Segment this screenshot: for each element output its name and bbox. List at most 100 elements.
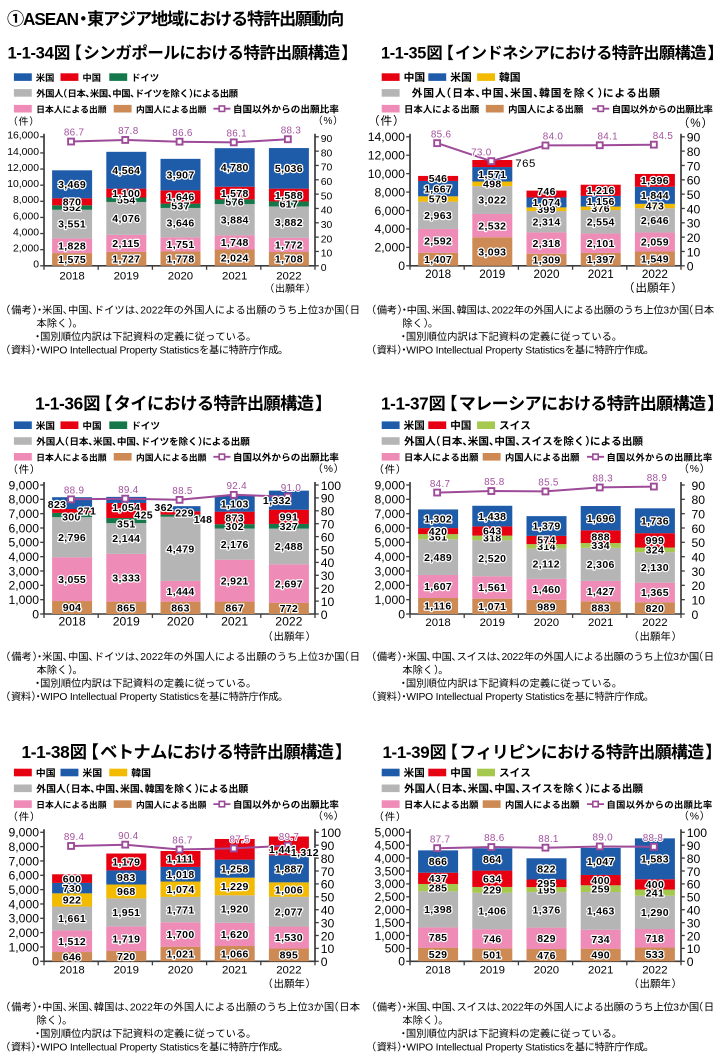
svg-text:60: 60 xyxy=(687,878,701,892)
svg-text:2020: 2020 xyxy=(168,965,193,977)
svg-text:2020: 2020 xyxy=(534,268,561,281)
svg-text:2019: 2019 xyxy=(480,617,505,629)
svg-text:148: 148 xyxy=(194,514,213,526)
svg-text:1,229: 1,229 xyxy=(221,881,249,893)
svg-text:3,093: 3,093 xyxy=(478,246,506,258)
svg-text:50: 50 xyxy=(692,536,706,550)
svg-text:89.7: 89.7 xyxy=(279,832,299,843)
svg-text:1,500: 1,500 xyxy=(375,916,406,930)
svg-text:89.0: 89.0 xyxy=(593,833,614,844)
svg-text:2021: 2021 xyxy=(588,965,613,977)
svg-text:324: 324 xyxy=(646,545,665,557)
svg-text:0: 0 xyxy=(32,607,39,621)
svg-text:3,333: 3,333 xyxy=(112,572,140,584)
svg-text:1,258: 1,258 xyxy=(221,863,249,875)
svg-text:5,000: 5,000 xyxy=(9,536,40,550)
svg-text:%: % xyxy=(690,117,700,130)
svg-text:3,055: 3,055 xyxy=(58,574,86,586)
svg-text:8,000: 8,000 xyxy=(9,493,40,507)
svg-text:867: 867 xyxy=(225,603,244,615)
svg-text:437: 437 xyxy=(429,873,448,885)
svg-text:6,000: 6,000 xyxy=(375,521,406,535)
svg-text:7,000: 7,000 xyxy=(9,507,40,521)
svg-text:12,000: 12,000 xyxy=(368,149,405,163)
svg-text:1,772: 1,772 xyxy=(275,240,303,252)
svg-text:9,000: 9,000 xyxy=(9,826,40,840)
svg-text:WIPO Intellectual Property Sta: WIPO Intellectual Property Statistics xyxy=(41,692,200,703)
svg-text:6,000: 6,000 xyxy=(9,521,40,535)
svg-text:2022: 2022 xyxy=(642,268,668,281)
svg-text:2019: 2019 xyxy=(114,965,139,977)
svg-text:30: 30 xyxy=(687,916,701,930)
svg-text:300: 300 xyxy=(62,511,81,523)
svg-text:2,000: 2,000 xyxy=(13,244,39,255)
svg-text:822: 822 xyxy=(537,864,556,876)
svg-text:2022: 2022 xyxy=(502,1003,524,1014)
svg-text:259: 259 xyxy=(591,883,610,895)
svg-text:1,887: 1,887 xyxy=(275,864,303,876)
svg-text:1,021: 1,021 xyxy=(167,949,195,961)
svg-text:2,024: 2,024 xyxy=(221,252,249,264)
svg-text:9,000: 9,000 xyxy=(9,478,40,492)
svg-text:2020: 2020 xyxy=(534,617,559,629)
svg-text:50: 50 xyxy=(687,188,701,202)
svg-text:1,620: 1,620 xyxy=(221,929,249,941)
svg-text:70: 70 xyxy=(692,508,706,522)
svg-text:529: 529 xyxy=(429,949,448,961)
svg-text:2,000: 2,000 xyxy=(9,926,40,940)
svg-text:%: % xyxy=(324,116,333,127)
svg-text:0: 0 xyxy=(687,260,694,274)
svg-text:501: 501 xyxy=(483,950,502,962)
svg-text:314: 314 xyxy=(537,541,556,553)
svg-text:646: 646 xyxy=(63,951,82,963)
svg-text:88.9: 88.9 xyxy=(64,486,85,497)
svg-text:40: 40 xyxy=(321,206,333,217)
svg-text:864: 864 xyxy=(483,854,502,866)
svg-text:30: 30 xyxy=(321,220,333,231)
svg-text:1-1-36: 1-1-36 xyxy=(35,394,83,414)
svg-text:865: 865 xyxy=(117,603,136,615)
svg-text:2022: 2022 xyxy=(502,652,524,663)
svg-text:0: 0 xyxy=(321,608,328,622)
svg-text:60: 60 xyxy=(692,522,706,536)
svg-text:5,000: 5,000 xyxy=(9,883,40,897)
svg-text:2019: 2019 xyxy=(113,614,140,628)
svg-text:88.3: 88.3 xyxy=(593,474,614,485)
svg-text:1,667: 1,667 xyxy=(424,183,452,195)
svg-text:84.7: 84.7 xyxy=(430,479,450,490)
svg-text:73.0: 73.0 xyxy=(471,147,492,158)
svg-text:%: % xyxy=(690,464,699,475)
svg-text:1,512: 1,512 xyxy=(58,936,86,948)
svg-text:229: 229 xyxy=(175,508,194,520)
svg-text:2,500: 2,500 xyxy=(375,890,406,904)
svg-text:904: 904 xyxy=(63,602,82,614)
svg-text:40: 40 xyxy=(321,904,335,918)
svg-text:4,000: 4,000 xyxy=(375,222,406,236)
svg-text:746: 746 xyxy=(537,186,556,198)
svg-text:2022: 2022 xyxy=(276,270,301,282)
svg-text:2020: 2020 xyxy=(534,965,559,977)
svg-text:20: 20 xyxy=(692,579,706,593)
svg-text:8,000: 8,000 xyxy=(375,185,406,199)
svg-text:1,406: 1,406 xyxy=(478,906,506,918)
svg-text:50: 50 xyxy=(321,543,335,557)
svg-text:14,000: 14,000 xyxy=(368,130,405,144)
svg-text:1,397: 1,397 xyxy=(587,254,615,266)
svg-text:1,463: 1,463 xyxy=(587,906,615,918)
svg-text:2,921: 2,921 xyxy=(221,575,249,587)
svg-text:579: 579 xyxy=(429,194,448,206)
svg-text:6,000: 6,000 xyxy=(375,204,406,218)
svg-text:1,100: 1,100 xyxy=(112,188,140,200)
svg-text:991: 991 xyxy=(280,512,299,524)
svg-text:1-1-34: 1-1-34 xyxy=(8,44,55,63)
svg-text:772: 772 xyxy=(280,603,299,615)
svg-text:2,963: 2,963 xyxy=(424,210,452,222)
svg-text:1,561: 1,561 xyxy=(478,582,506,594)
svg-text:2020: 2020 xyxy=(167,614,194,628)
svg-text:1,427: 1,427 xyxy=(587,586,615,598)
svg-text:%: % xyxy=(324,812,333,823)
svg-text:1,696: 1,696 xyxy=(587,513,615,525)
svg-text:1,312: 1,312 xyxy=(291,847,319,859)
svg-text:2021: 2021 xyxy=(222,965,247,977)
svg-text:617: 617 xyxy=(280,199,299,211)
